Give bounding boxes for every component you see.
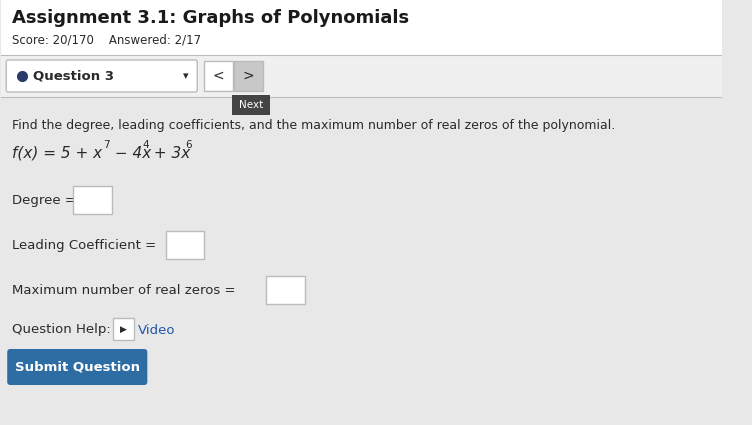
Text: − 4x: − 4x <box>110 146 151 161</box>
Text: ▾: ▾ <box>183 71 189 81</box>
Text: Find the degree, leading coefficients, and the maximum number of real zeros of t: Find the degree, leading coefficients, a… <box>12 119 615 131</box>
Text: Submit Question: Submit Question <box>15 360 140 374</box>
Text: Video: Video <box>138 323 175 337</box>
Text: Question Help:: Question Help: <box>12 323 111 337</box>
Text: 6: 6 <box>186 140 193 150</box>
FancyBboxPatch shape <box>234 61 262 91</box>
Text: >: > <box>242 69 254 83</box>
FancyBboxPatch shape <box>74 186 112 214</box>
FancyBboxPatch shape <box>266 276 305 304</box>
FancyBboxPatch shape <box>204 61 233 91</box>
Text: Degree =: Degree = <box>12 193 80 207</box>
Text: Score: 20/170    Answered: 2/17: Score: 20/170 Answered: 2/17 <box>12 34 201 46</box>
Text: Assignment 3.1: Graphs of Polynomials: Assignment 3.1: Graphs of Polynomials <box>12 9 409 27</box>
Text: 7: 7 <box>103 140 110 150</box>
FancyBboxPatch shape <box>1 55 722 97</box>
FancyBboxPatch shape <box>8 349 147 385</box>
Text: Next: Next <box>239 100 263 110</box>
Text: ▶: ▶ <box>120 325 127 334</box>
Text: 4: 4 <box>143 140 149 150</box>
FancyBboxPatch shape <box>6 60 197 92</box>
Text: Leading Coefficient =: Leading Coefficient = <box>12 238 160 252</box>
FancyBboxPatch shape <box>113 318 134 340</box>
Text: f(x) = 5 + x: f(x) = 5 + x <box>12 146 102 161</box>
FancyBboxPatch shape <box>232 95 270 115</box>
FancyBboxPatch shape <box>1 0 722 55</box>
Text: Question 3: Question 3 <box>33 70 114 82</box>
Text: <: < <box>213 69 224 83</box>
Text: Maximum number of real zeros =: Maximum number of real zeros = <box>12 283 240 297</box>
Text: + 3x: + 3x <box>149 146 190 161</box>
FancyBboxPatch shape <box>165 231 204 259</box>
